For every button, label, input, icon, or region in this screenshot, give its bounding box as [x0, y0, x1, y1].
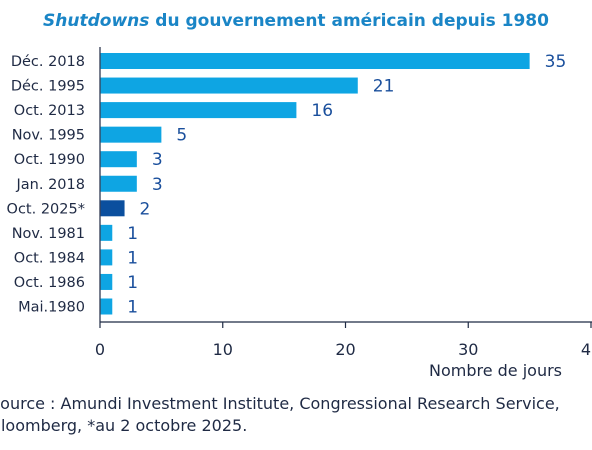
category-label: Nov. 1981	[12, 226, 85, 242]
value-label: 3	[152, 150, 163, 170]
x-tick-label: 40	[581, 340, 592, 359]
category-label: Déc. 2018	[11, 54, 85, 70]
category-label: Nov. 1995	[12, 128, 85, 144]
bar	[100, 151, 137, 168]
chart-title: Shutdowns du gouvernement américain depu…	[43, 11, 549, 31]
bar	[100, 224, 113, 241]
bars-layer	[100, 53, 530, 315]
bar	[100, 249, 113, 266]
x-tick-label: 10	[213, 340, 233, 359]
value-label: 1	[127, 273, 138, 293]
category-labels: Déc. 2018 Déc. 1995 Oct. 2013 Nov. 1995 Oct.…	[7, 54, 85, 316]
category-label: Déc. 1995	[11, 79, 85, 95]
source-line-1: Source : Amundi Investment Institute, Co…	[0, 394, 560, 413]
bar	[100, 175, 137, 192]
bar	[100, 102, 297, 119]
chart-title-emphasis: Shutdowns	[43, 11, 149, 31]
x-axis-ticks: 0 10 20 30 40	[95, 322, 592, 359]
value-label: 5	[176, 126, 187, 146]
bar	[100, 126, 162, 143]
category-label: Oct. 1986	[14, 275, 85, 291]
x-tick-label: 0	[95, 340, 105, 359]
category-label: Jan. 2018	[16, 177, 85, 193]
x-tick-label: 20	[335, 340, 355, 359]
category-label: Oct. 1990	[14, 152, 85, 168]
value-label: 1	[127, 224, 138, 244]
bar	[100, 53, 530, 69]
source-line-2: Bloomberg, *au 2 octobre 2025.	[0, 416, 247, 435]
bar	[100, 273, 113, 290]
category-label: Mai.1980	[18, 300, 85, 316]
value-label: 35	[545, 52, 567, 72]
value-label: 16	[311, 101, 333, 121]
category-label: Oct. 2025*	[7, 201, 85, 217]
bar	[100, 77, 358, 94]
bar	[100, 200, 125, 217]
value-label: 1	[127, 298, 138, 318]
bar	[100, 298, 113, 315]
category-label: Oct. 2013	[14, 103, 85, 119]
value-label: 21	[373, 77, 395, 97]
x-tick-label: 30	[458, 340, 478, 359]
value-label: 1	[127, 248, 138, 268]
chart-title-rest: du gouvernement américain depuis 1980	[149, 11, 549, 31]
value-label: 2	[140, 199, 151, 219]
value-label: 3	[152, 175, 163, 195]
x-axis-label: Nombre de jours	[429, 361, 562, 380]
category-label: Oct. 1984	[14, 250, 85, 266]
